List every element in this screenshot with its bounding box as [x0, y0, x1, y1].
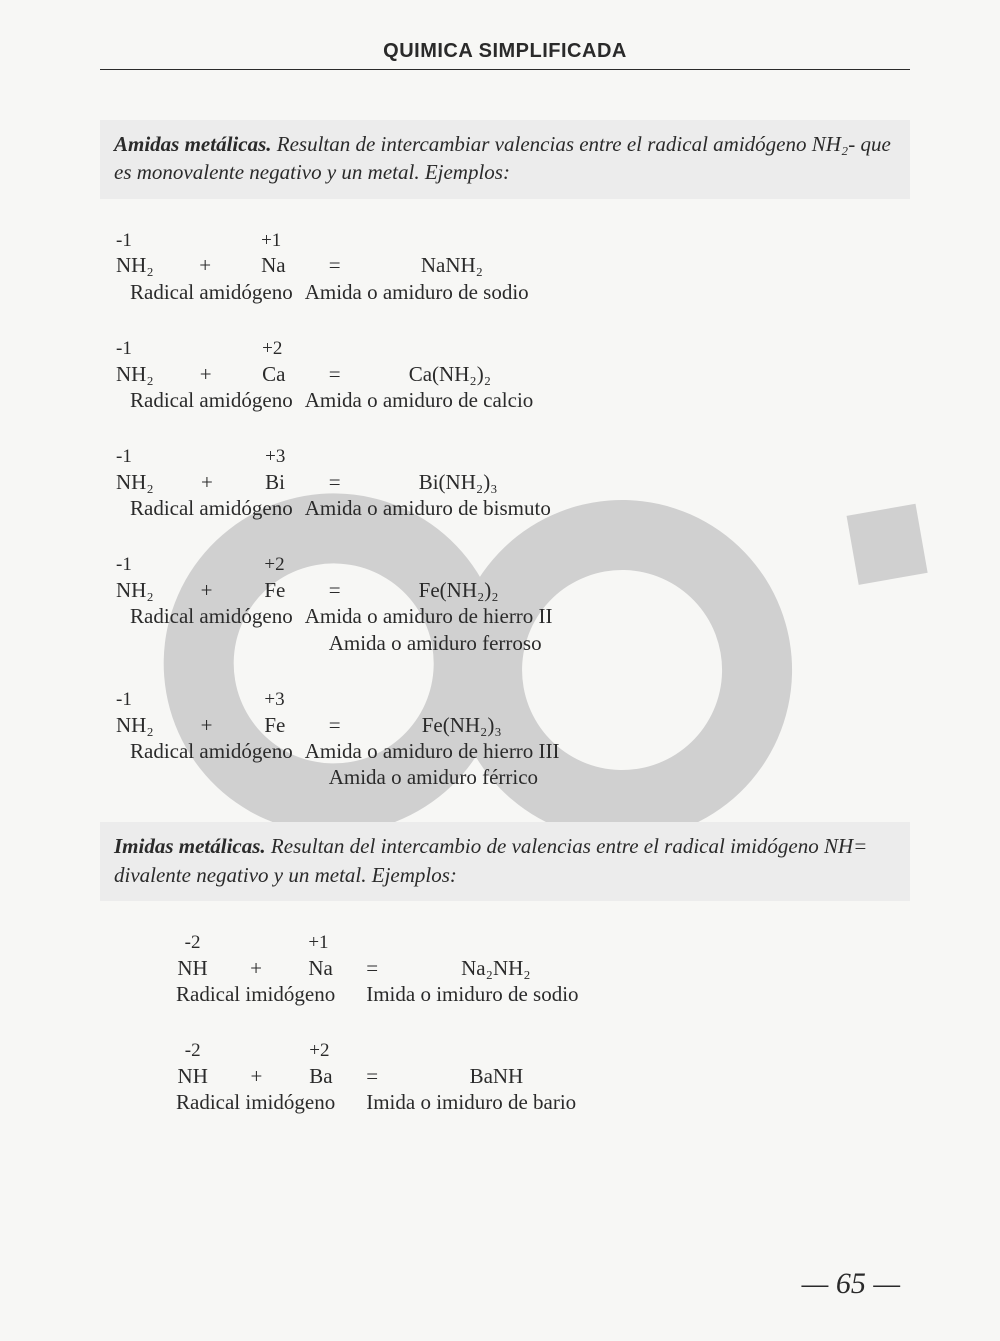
product-name-2: Amida o amiduro férrico — [299, 764, 566, 790]
left-species: NH₂ — [110, 712, 171, 738]
running-header: QUIMICA SIMPLIFICADA — [100, 40, 910, 70]
left-charge: -1 — [110, 553, 171, 577]
plus-sign: + — [215, 955, 302, 981]
reaction-amidas-0: -1 +1 NH₂ + Na = NaNH₂ Radical amidógeno… — [100, 229, 910, 305]
product-name: Amida o amiduro de calcio — [299, 387, 540, 413]
radical-caption: Radical amidógeno — [110, 495, 299, 521]
metal-charge: +1 — [255, 229, 299, 253]
radical-caption: Radical amidógeno — [110, 279, 299, 305]
plus-sign: + — [169, 252, 255, 278]
radical-caption: Radical amidógeno — [110, 603, 299, 629]
radical-caption: Radical amidógeno — [110, 387, 299, 413]
metal-charge: +2 — [256, 337, 299, 361]
product-name: Amida o amiduro de bismuto — [299, 495, 557, 521]
product: BaNH — [440, 1063, 583, 1089]
metal: Na — [302, 955, 341, 981]
plus-sign: + — [171, 469, 259, 495]
product-name-1: Amida o amiduro de hierro II — [299, 603, 559, 629]
section-amidas-box: Amidas metálicas. Resultan de intercambi… — [100, 120, 910, 199]
product-name: Imida o imiduro de sodio — [341, 981, 584, 1007]
equals-sign: = — [299, 361, 403, 387]
equals-sign: = — [341, 1063, 439, 1089]
metal: Na — [255, 252, 299, 278]
left-species: NH — [170, 1063, 215, 1089]
plus-sign: + — [171, 712, 259, 738]
radical-caption: Radical amidógeno — [110, 738, 299, 764]
reaction-amidas-1: -1 +2 NH₂ + Ca = Ca(NH₂)₂ Radical amidóg… — [100, 337, 910, 413]
equals-sign: = — [299, 252, 415, 278]
left-charge: -1 — [110, 688, 171, 712]
product: NaNH₂ — [415, 252, 535, 278]
product: Ca(NH₂)₂ — [403, 361, 540, 387]
left-species: NH₂ — [110, 252, 169, 278]
reaction-imidas-1: -2 +2 NH + Ba = BaNH Radical imidógeno I… — [100, 1039, 910, 1115]
equals-sign: = — [299, 712, 416, 738]
page: QUIMICA SIMPLIFICADA Amidas metálicas. R… — [0, 0, 1000, 1341]
section-imidas-box: Imidas metálicas. Resultan del intercamb… — [100, 822, 910, 901]
equals-sign: = — [299, 577, 413, 603]
product-name: Amida o amiduro de sodio — [299, 279, 535, 305]
metal-charge: +1 — [302, 931, 341, 955]
section-imidas-title: Imidas metálicas. — [114, 834, 266, 858]
product-name-2: Amida o amiduro ferroso — [299, 630, 559, 656]
page-content: QUIMICA SIMPLIFICADA Amidas metálicas. R… — [100, 40, 910, 1116]
plus-sign: + — [215, 1063, 303, 1089]
product: Na₂NH₂ — [431, 955, 584, 981]
metal: Fe — [258, 577, 298, 603]
metal-charge: +2 — [258, 553, 298, 577]
metal: Ca — [256, 361, 299, 387]
product-name: Imida o imiduro de bario — [341, 1089, 582, 1115]
plus-sign: + — [171, 577, 259, 603]
plus-sign: + — [170, 361, 256, 387]
left-species: NH — [170, 955, 215, 981]
product-name-1: Amida o amiduro de hierro III — [299, 738, 566, 764]
left-charge: -2 — [170, 931, 215, 955]
product: Fe(NH₂)₃ — [416, 712, 566, 738]
left-species: NH₂ — [110, 577, 171, 603]
left-charge: -1 — [110, 445, 171, 469]
reaction-imidas-0: -2 +1 NH + Na = Na₂NH₂ Radical imidógeno… — [100, 931, 910, 1007]
product: Bi(NH₂)₃ — [413, 469, 557, 495]
equals-sign: = — [299, 469, 413, 495]
metal-charge: +3 — [259, 445, 299, 469]
metal: Bi — [259, 469, 299, 495]
left-charge: -1 — [110, 229, 169, 253]
reaction-amidas-4: -1 +3 NH₂ + Fe = Fe(NH₂)₃ Radical amidóg… — [100, 688, 910, 791]
radical-caption: Radical imidógeno — [170, 1089, 341, 1115]
radical-caption: Radical imidógeno — [170, 981, 341, 1007]
metal: Fe — [258, 712, 298, 738]
reaction-amidas-3: -1 +2 NH₂ + Fe = Fe(NH₂)₂ Radical amidóg… — [100, 553, 910, 656]
reaction-amidas-2: -1 +3 NH₂ + Bi = Bi(NH₂)₃ Radical amidóg… — [100, 445, 910, 521]
product: Fe(NH₂)₂ — [413, 577, 559, 603]
metal: Ba — [303, 1063, 341, 1089]
metal-charge: +2 — [303, 1039, 341, 1063]
left-species: NH₂ — [110, 361, 170, 387]
left-species: NH₂ — [110, 469, 171, 495]
metal-charge: +3 — [258, 688, 298, 712]
left-charge: -1 — [110, 337, 170, 361]
left-charge: -2 — [170, 1039, 215, 1063]
section-amidas-title: Amidas metálicas. — [114, 132, 272, 156]
equals-sign: = — [341, 955, 431, 981]
page-number: — 65 — — [802, 1267, 900, 1301]
